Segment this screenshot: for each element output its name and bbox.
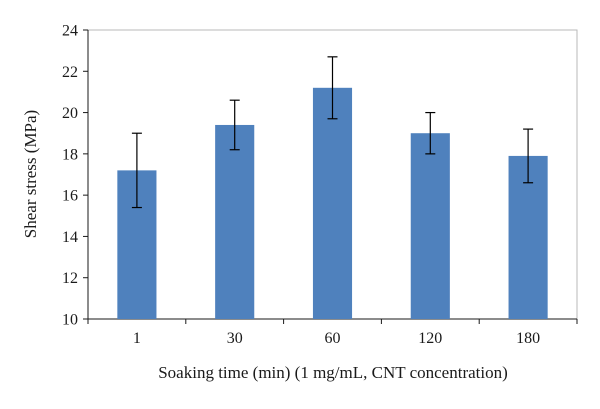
y-tick-label: 20 (62, 105, 78, 122)
x-tick-label: 180 (516, 330, 540, 347)
x-tick-label: 30 (227, 330, 243, 347)
y-tick-label: 24 (62, 23, 78, 40)
error-bars (131, 56, 534, 209)
y-tick-label: 12 (62, 270, 78, 287)
x-tick-label: 120 (418, 330, 442, 347)
bar-series (117, 87, 548, 319)
y-axis: 10 12 14 16 18 20 22 24 (62, 23, 89, 329)
x-axis: 1 30 60 120 180 (87, 318, 578, 347)
y-tick-label: 10 (62, 312, 78, 329)
bar (312, 87, 353, 319)
y-axis-title: Shear stress (MPa) (21, 110, 40, 238)
y-tick-label: 14 (62, 229, 78, 246)
y-tick-label: 16 (62, 188, 78, 205)
bar (215, 124, 255, 319)
y-tick-label: 18 (62, 146, 78, 163)
x-tick-label: 1 (133, 330, 141, 347)
x-axis-title: Soaking time (min) (1 mg/mL, CNT concent… (158, 363, 508, 382)
bar (410, 133, 450, 319)
x-tick-label: 60 (325, 330, 341, 347)
y-tick-label: 22 (62, 64, 78, 81)
